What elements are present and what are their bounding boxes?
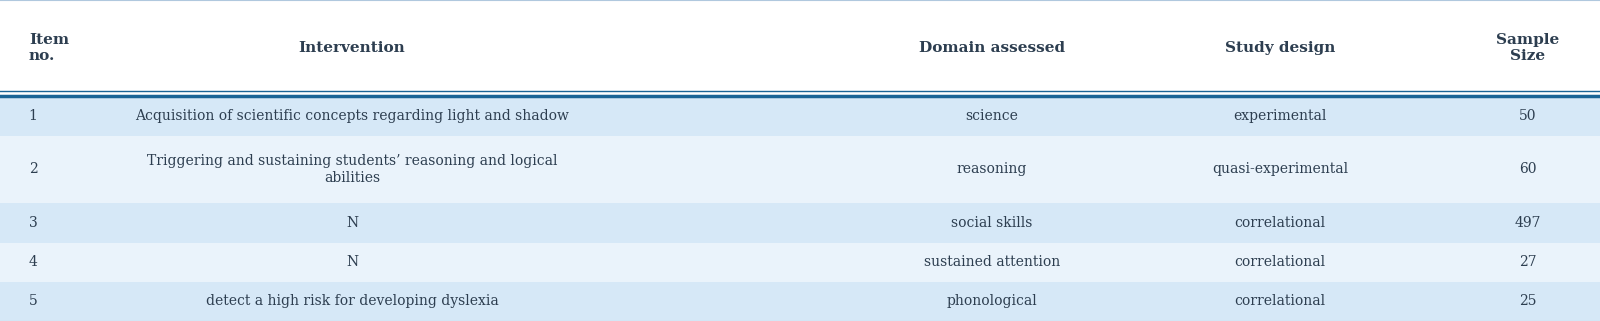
Text: phonological: phonological bbox=[947, 294, 1037, 308]
Text: 27: 27 bbox=[1518, 255, 1538, 269]
Text: 60: 60 bbox=[1520, 162, 1536, 177]
Text: Item
no.: Item no. bbox=[29, 33, 69, 63]
Text: Study design: Study design bbox=[1226, 41, 1334, 55]
Text: Domain assessed: Domain assessed bbox=[918, 41, 1066, 55]
Text: correlational: correlational bbox=[1235, 294, 1325, 308]
Text: N: N bbox=[346, 216, 358, 230]
Text: 1: 1 bbox=[29, 109, 38, 123]
Text: Triggering and sustaining students’ reasoning and logical
abilities: Triggering and sustaining students’ reas… bbox=[147, 154, 557, 185]
Text: N: N bbox=[346, 255, 358, 269]
Text: 5: 5 bbox=[29, 294, 37, 308]
Text: detect a high risk for developing dyslexia: detect a high risk for developing dyslex… bbox=[206, 294, 498, 308]
Bar bbox=[0, 243, 1600, 282]
Text: correlational: correlational bbox=[1235, 216, 1325, 230]
Text: experimental: experimental bbox=[1234, 109, 1326, 123]
Bar bbox=[0, 0, 1600, 96]
Text: social skills: social skills bbox=[952, 216, 1032, 230]
Bar bbox=[0, 96, 1600, 135]
Text: 497: 497 bbox=[1515, 216, 1541, 230]
Text: Sample
Size: Sample Size bbox=[1496, 33, 1560, 63]
Text: 50: 50 bbox=[1520, 109, 1536, 123]
Text: science: science bbox=[965, 109, 1019, 123]
Text: reasoning: reasoning bbox=[957, 162, 1027, 177]
Bar bbox=[0, 203, 1600, 243]
Text: correlational: correlational bbox=[1235, 255, 1325, 269]
Text: quasi-experimental: quasi-experimental bbox=[1211, 162, 1349, 177]
Text: sustained attention: sustained attention bbox=[923, 255, 1061, 269]
Bar bbox=[0, 282, 1600, 321]
Text: Intervention: Intervention bbox=[299, 41, 405, 55]
Bar bbox=[0, 135, 1600, 203]
Text: Acquisition of scientific concepts regarding light and shadow: Acquisition of scientific concepts regar… bbox=[134, 109, 570, 123]
Text: 2: 2 bbox=[29, 162, 37, 177]
Text: 3: 3 bbox=[29, 216, 37, 230]
Text: 25: 25 bbox=[1520, 294, 1536, 308]
Text: 4: 4 bbox=[29, 255, 38, 269]
